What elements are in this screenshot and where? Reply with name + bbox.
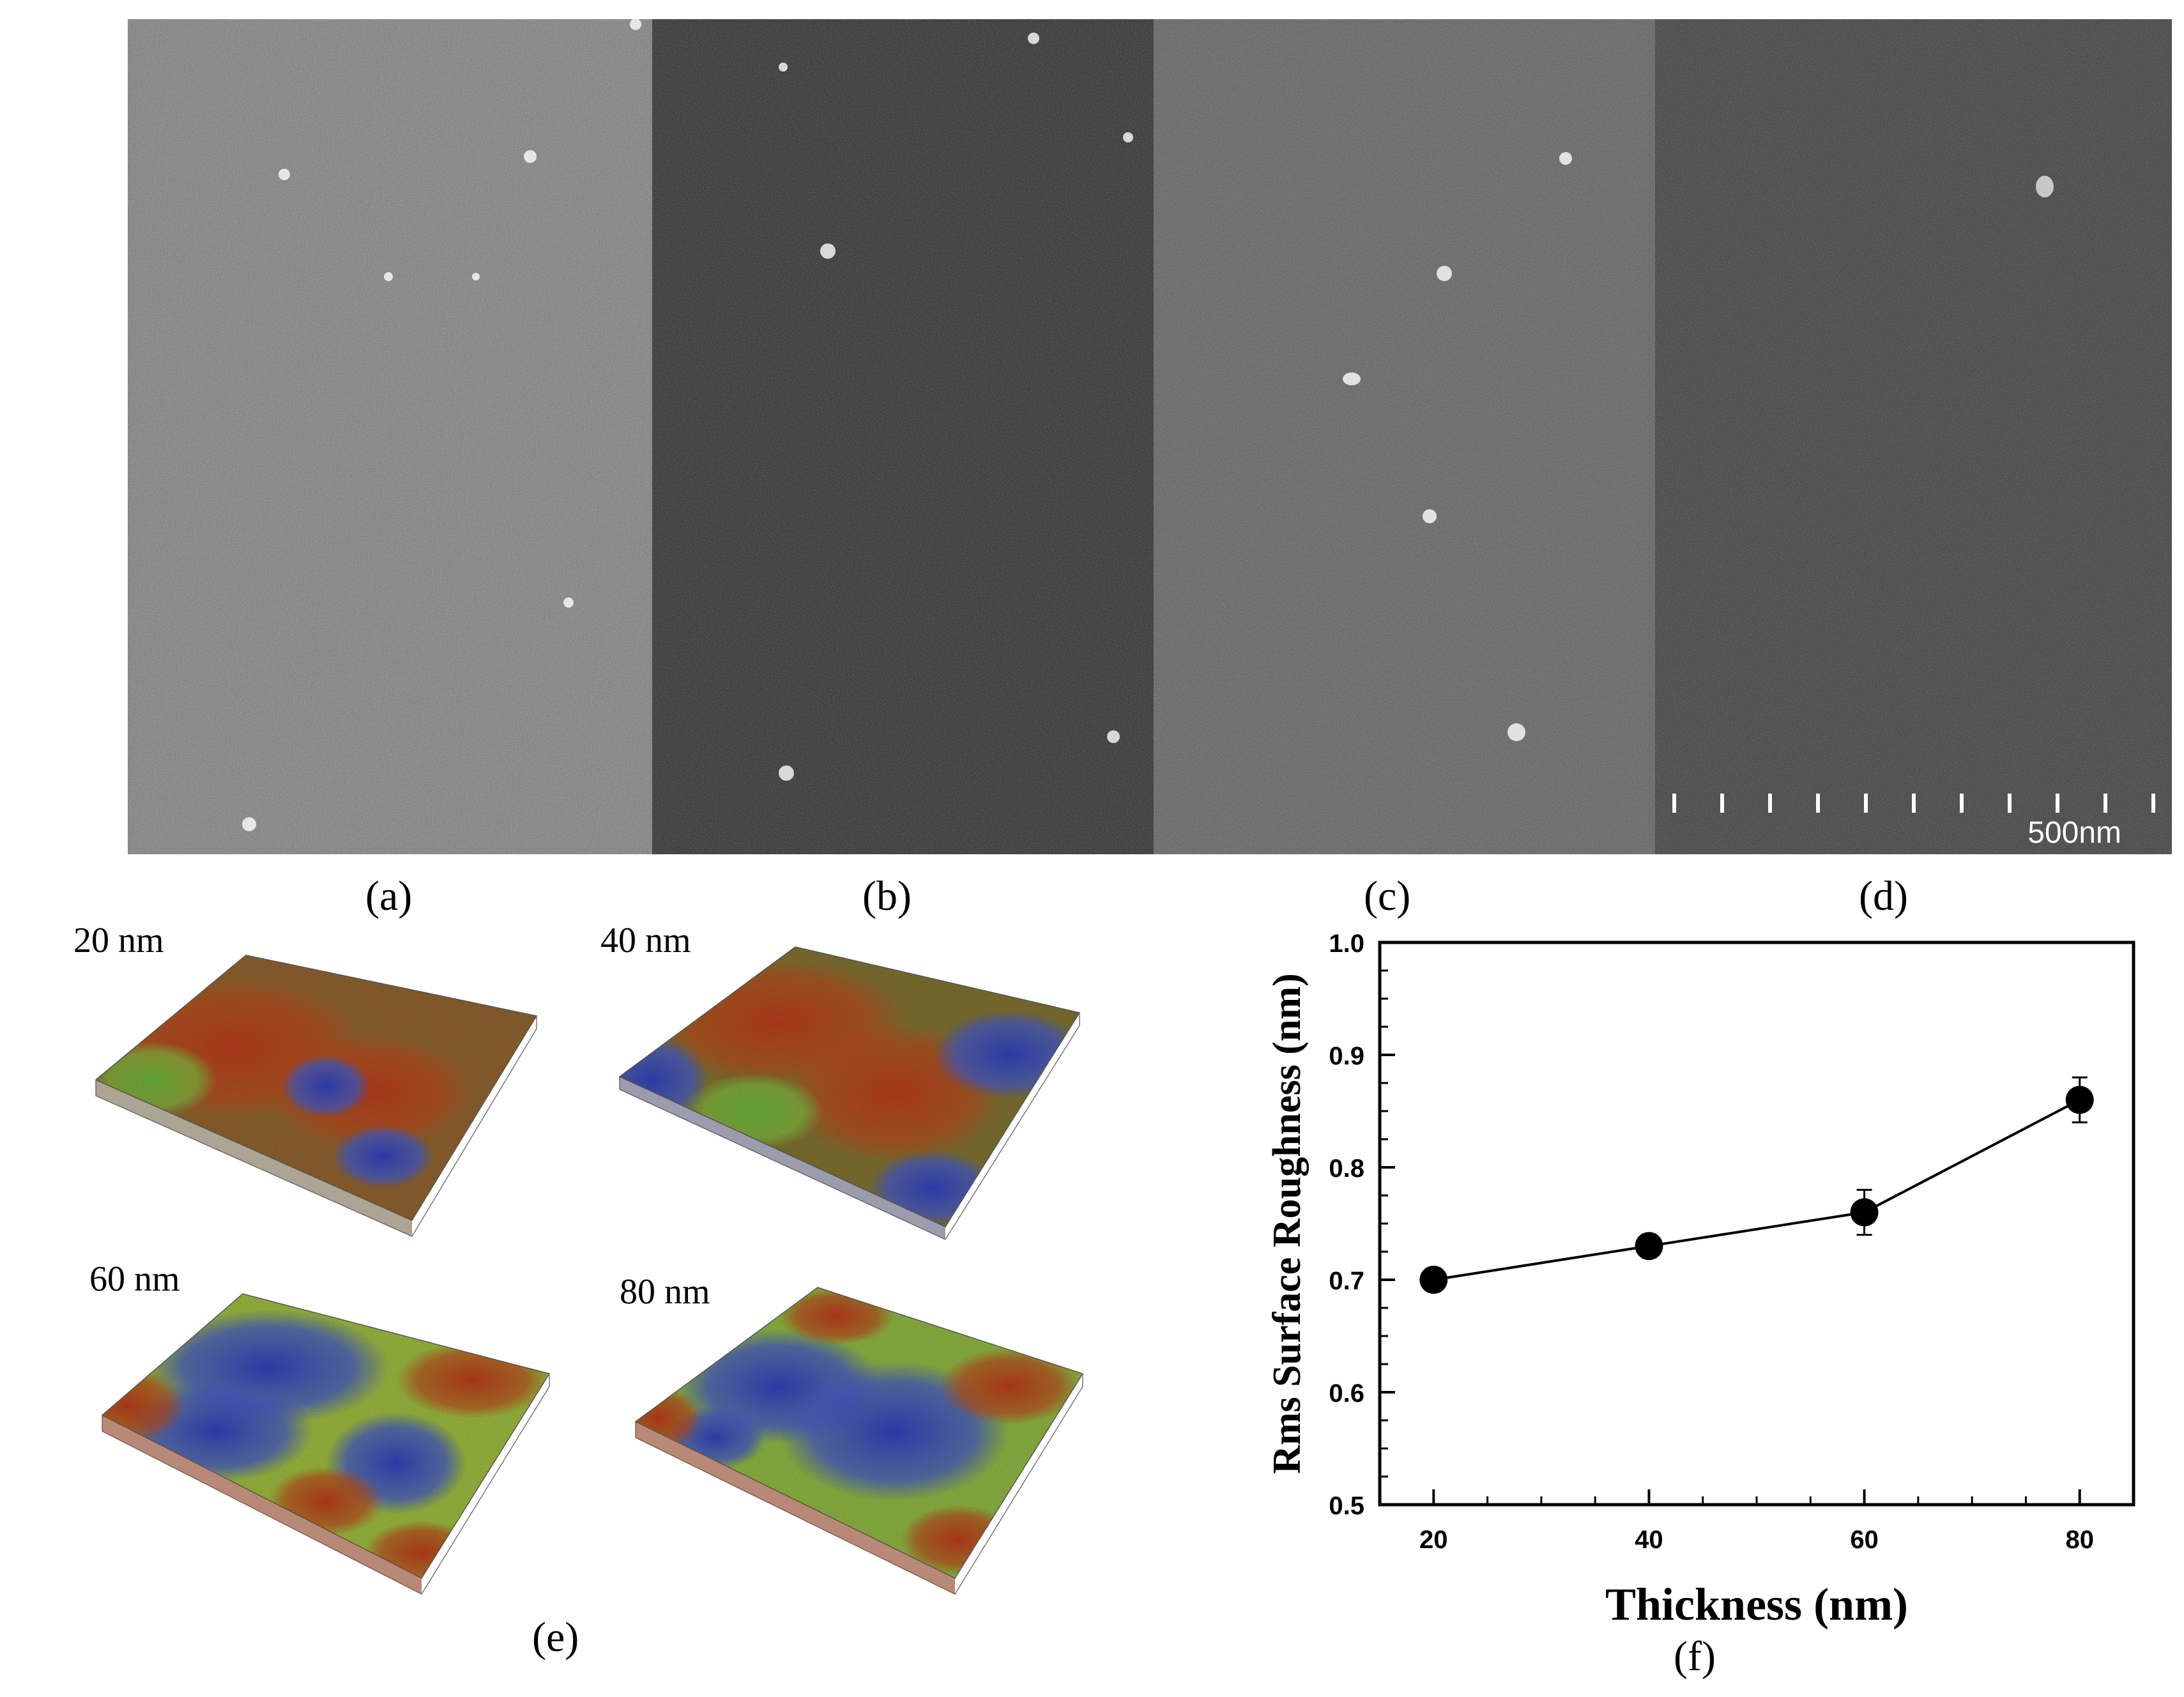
data-point <box>1635 1232 1663 1261</box>
panel-label-f: (f) <box>1674 1633 1716 1680</box>
panel-label-d: (d) <box>1859 873 1908 919</box>
y-tick-label: 1.0 <box>1329 930 1364 958</box>
panel-label-b: (b) <box>862 873 912 919</box>
afm-title-60nm: 60 nm <box>89 1259 180 1299</box>
sem-image-a <box>128 19 652 854</box>
afm-surface-80nm: 80 nm <box>562 1252 1099 1597</box>
particles <box>1343 152 1572 741</box>
data-point <box>2065 1086 2094 1114</box>
sem-image-c <box>1154 19 1655 854</box>
x-tick-label: 40 <box>1635 1526 1663 1554</box>
y-tick-label: 0.8 <box>1329 1155 1364 1183</box>
y-tick-label: 0.7 <box>1329 1267 1364 1295</box>
afm-surface-60nm: 60 nm <box>26 1252 562 1597</box>
y-tick-label: 0.6 <box>1329 1379 1364 1408</box>
particles <box>2036 176 2054 197</box>
afm-surface-20nm: 20 nm <box>26 920 549 1240</box>
data-point <box>1850 1198 1879 1227</box>
panel-label-a: (a) <box>365 873 413 919</box>
particles <box>242 19 641 831</box>
afm-title-80nm: 80 nm <box>620 1272 710 1312</box>
series-line <box>1433 1098 2081 1281</box>
plot-frame <box>1378 941 2135 1507</box>
panel-label-c: (c) <box>1364 873 1411 919</box>
roughness-chart-svg: 0.5 0.6 0.7 0.8 0.9 1.0 20 40 60 80 Thickness (nm)… <box>1265 930 2135 1630</box>
y-axis-label: Rms Surface Roughness (nm) <box>1265 973 1309 1474</box>
x-axis-label: Thickness (nm) <box>1605 1579 1908 1630</box>
scale-label: 500nm <box>2027 816 2121 850</box>
panel-label-e: (e) <box>532 1614 579 1661</box>
roughness-chart: 0.5 0.6 0.7 0.8 0.9 1.0 20 40 60 80 Thickness (nm)… <box>1252 920 2172 1687</box>
sem-image-b <box>652 19 1154 854</box>
x-tick-label: 20 <box>1419 1526 1448 1554</box>
afm-title-20nm: 20 nm <box>73 921 164 960</box>
y-tick-label: 0.9 <box>1329 1042 1364 1070</box>
data-point <box>1419 1266 1448 1294</box>
scale-bar: 500nm <box>1668 784 2166 854</box>
sem-image-strip: 500nm <box>128 19 2172 854</box>
afm-title-40nm: 40 nm <box>600 921 691 960</box>
particles <box>779 33 1133 781</box>
x-tick-label: 60 <box>1850 1526 1879 1554</box>
scale-ticks <box>1672 794 2155 813</box>
x-tick-label: 80 <box>2065 1526 2094 1554</box>
afm-surface-40nm: 40 nm <box>549 920 1099 1240</box>
y-tick-label: 0.5 <box>1329 1492 1364 1520</box>
sem-image-d: 500nm <box>1655 19 2172 854</box>
